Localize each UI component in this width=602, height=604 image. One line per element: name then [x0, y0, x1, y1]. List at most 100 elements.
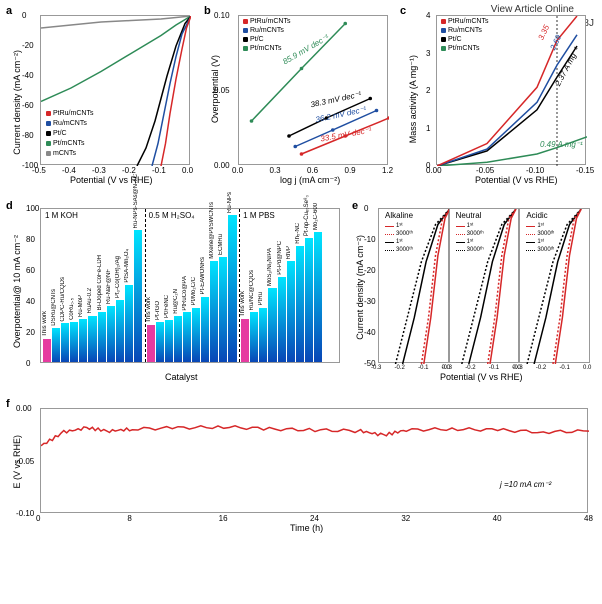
catalyst-label: CDPC-Ru/CQDs — [60, 277, 66, 322]
subpanel: Neutral1ˢᵗ3000ᵗʰ1ˢᵗ3000ᵗʰ-0.3-0.2-0.10.0 — [449, 208, 520, 363]
tick-label: 2 — [426, 86, 430, 95]
tick-label: 0.0 — [583, 365, 591, 371]
tick-label: 40 — [26, 297, 35, 306]
tick-label: 0.3 — [270, 166, 281, 175]
tick-label: -0.4 — [62, 166, 76, 175]
catalyst-label: Bi-Doped CoFe-LDH — [97, 255, 103, 310]
catalyst-label: PtSA-Mn₃O₄ — [124, 249, 130, 283]
panel-e-label: e — [352, 200, 358, 212]
panel-f-label: f — [6, 398, 10, 410]
panel-f-chart — [41, 409, 589, 514]
tick-label: -0.1 — [559, 365, 569, 371]
panel-b-label: b — [204, 5, 211, 17]
tick-label: 3 — [426, 49, 430, 58]
legend-item: mCNTs — [46, 150, 76, 157]
catalyst-label: Ru-MoP — [78, 295, 84, 317]
media-label: Acidic — [526, 211, 547, 220]
legend-item: 3000ᵗʰ — [526, 247, 554, 253]
tick-label: -0.1 — [152, 166, 166, 175]
legend-label: PtRu/mCNTs — [250, 18, 290, 25]
tick-label: -0.2 — [395, 365, 405, 371]
catalyst-bar — [147, 325, 155, 362]
legend-item: Pt/C — [243, 36, 264, 43]
tick-label: 80 — [26, 235, 35, 244]
catalyst-bar — [192, 308, 200, 362]
panel-d-xlabel: Catalyst — [165, 372, 198, 382]
legend-label: Pt/C — [250, 36, 264, 43]
catalyst-bar — [107, 306, 115, 362]
panel-a-ylabel: Current density (mA cm⁻²) — [12, 50, 22, 155]
tick-label: 0 — [364, 204, 368, 213]
tick-label: 24 — [310, 514, 319, 523]
tick-label: -0.05 — [16, 457, 34, 466]
catalyst-bar — [228, 215, 236, 362]
legend-item: 3000ᵗʰ — [385, 231, 413, 237]
catalyst-bar — [219, 257, 227, 362]
tick-label: 1.2 — [382, 166, 393, 175]
legend-label: Pt/mCNTs — [53, 140, 85, 147]
catalyst-bar — [79, 319, 87, 362]
catalyst-label: Rh₅-NC — [295, 223, 301, 244]
legend-item: 1ˢᵗ — [526, 239, 544, 245]
catalyst-label: This work — [146, 297, 152, 323]
panel-a-xlabel: Potential (V vs RHE) — [70, 175, 153, 185]
tick-label: 0.0 — [182, 166, 193, 175]
panel-b-xlabel: log j (mA cm⁻²) — [280, 175, 340, 186]
tick-label: 1 — [426, 124, 430, 133]
catalyst-label: This work — [42, 311, 48, 337]
catalyst-bar — [61, 323, 69, 362]
catalyst-bar — [241, 319, 249, 362]
mass-activity-annotation: 0.49 A mg⁻¹ — [540, 140, 583, 149]
article-online-text: View Article Online — [491, 4, 574, 15]
tick-label: -0.15 — [576, 166, 594, 175]
legend-item: Pt/mCNTs — [46, 140, 85, 147]
legend-item: 1ˢᵗ — [385, 239, 403, 245]
legend-item: 1ˢᵗ — [526, 223, 544, 229]
catalyst-label: Mo₂C-600 — [313, 203, 319, 230]
current-density-annotation: j =10 mA cm⁻² — [500, 480, 551, 489]
tick-label: -10 — [364, 235, 376, 244]
legend-label: Pt/C — [448, 36, 462, 43]
catalyst-label: Pt-EAWONRs — [200, 257, 206, 294]
catalyst-bar — [296, 246, 304, 362]
tick-label: -0.2 — [122, 166, 136, 175]
tick-label: -80 — [22, 131, 34, 140]
catalyst-bar — [70, 322, 78, 362]
tick-label: -20 — [22, 41, 34, 50]
tick-label: 0 — [22, 11, 26, 20]
tick-label: -60 — [22, 101, 34, 110]
tick-label: 0.0 — [232, 166, 243, 175]
catalyst-label: Ru@C₂N — [173, 289, 179, 314]
catalyst-label: MXene@Pt/SWCNTs — [209, 202, 215, 259]
legend-label: Pt/C — [53, 130, 67, 137]
legend-label: Pt/mCNTs — [250, 45, 282, 52]
catalyst-label: Pt-np-Cuₑ₀Se⁸₀ — [304, 195, 310, 236]
catalyst-label: DSRu@CNTs — [51, 289, 57, 326]
section-title: 0.5 M H₂SO₄ — [149, 211, 195, 220]
catalyst-label: Pt/FeNC — [164, 295, 170, 318]
panel-e-xlabel: Potential (V vs RHE) — [440, 372, 523, 382]
catalyst-label: RuAu-0.2 — [87, 288, 93, 313]
tick-label: 0.05 — [214, 86, 230, 95]
catalyst-bar — [174, 316, 182, 363]
tick-label: 40 — [493, 514, 502, 523]
legend-label: Ru/mCNTs — [53, 120, 87, 127]
tick-label: -40 — [22, 71, 34, 80]
panel-f-xlabel: Time (h) — [290, 523, 323, 533]
panel-e-container: Alkaline1ˢᵗ3000ᵗʰ1ˢᵗ3000ᵗʰ-0.3-0.2-0.10.… — [378, 208, 590, 363]
catalyst-bar — [314, 232, 322, 362]
catalyst-bar — [43, 339, 51, 362]
catalyst-bar — [165, 320, 173, 362]
catalyst-bar — [156, 322, 164, 362]
legend-label: mCNTs — [53, 150, 76, 157]
panel-d: 1 M KOHThis workDSRu@CNTsCDPC-Ru/CQDsCoR… — [40, 208, 340, 363]
catalyst-bar — [88, 316, 96, 363]
catalyst-label: MoS₂/Ni₃N/PA — [267, 248, 273, 286]
legend-item: Pt/C — [46, 130, 67, 137]
legend-item: 3000ᵗʰ — [385, 247, 413, 253]
tick-label: 32 — [401, 514, 410, 523]
tick-label: 0.10 — [214, 11, 230, 20]
panel-c-label: c — [400, 5, 406, 17]
panel-c-ylabel: Mass activity (A mg⁻¹) — [408, 55, 418, 143]
tick-label: -40 — [364, 328, 376, 337]
